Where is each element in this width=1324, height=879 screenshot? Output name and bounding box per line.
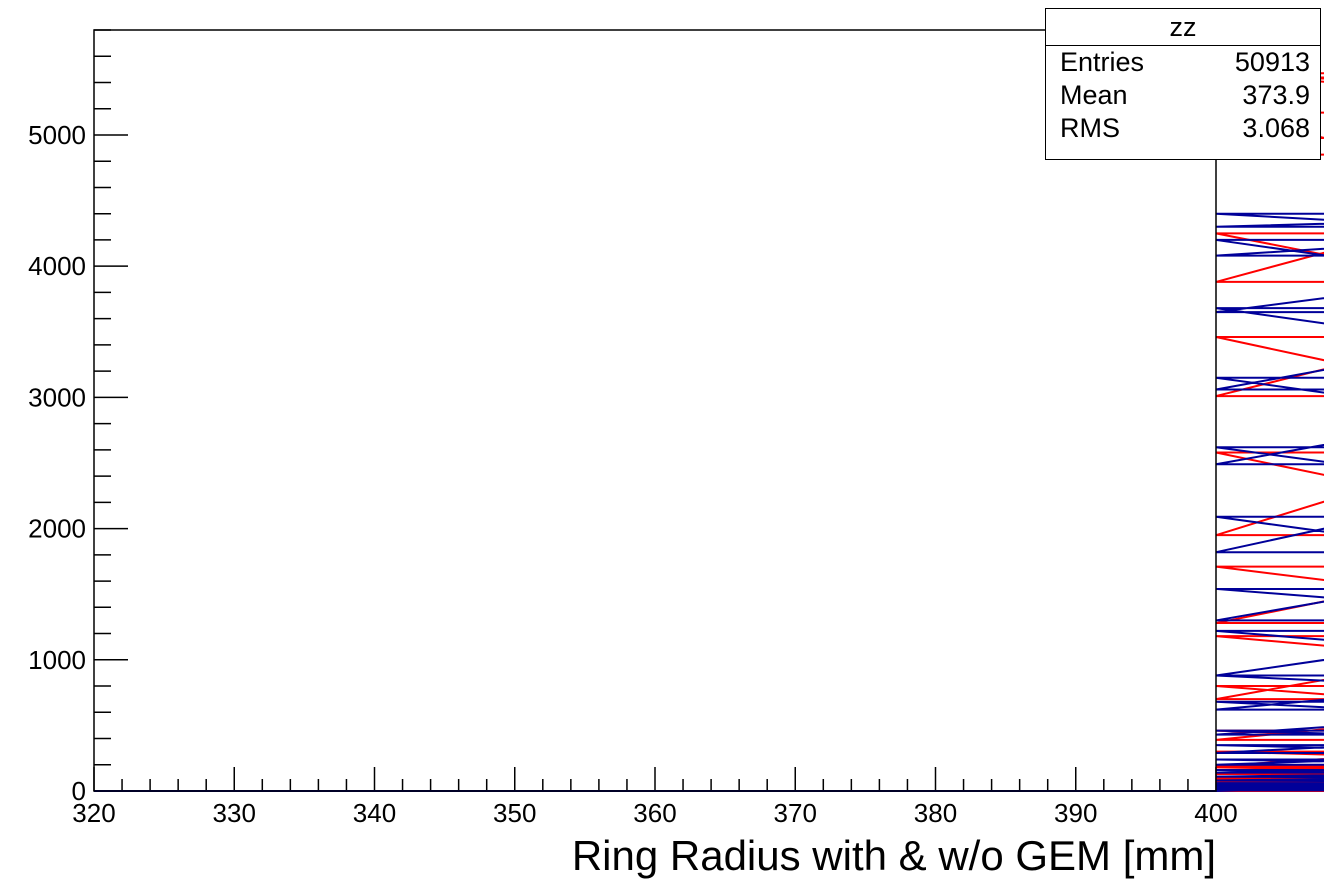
x-tick-label: 320 <box>72 798 115 828</box>
x-tick-label: 400 <box>1194 798 1237 828</box>
stats-value: 3.068 <box>1242 113 1310 143</box>
stats-row-entries: Entries 50913 <box>1046 46 1320 79</box>
stats-label: Mean <box>1060 80 1128 110</box>
y-tick-label: 5000 <box>28 120 86 150</box>
stats-label: Entries <box>1060 47 1145 77</box>
x-tick-label: 330 <box>213 798 256 828</box>
y-tick-label: 1000 <box>28 645 86 675</box>
stats-label: RMS <box>1060 113 1120 143</box>
stats-value: 50913 <box>1234 47 1310 77</box>
stats-box: zz Entries 50913 Mean 373.9 RMS 3.068 <box>1045 8 1321 160</box>
x-tick-label: 360 <box>633 798 676 828</box>
y-tick-label: 3000 <box>28 382 86 412</box>
x-tick-label: 390 <box>1054 798 1097 828</box>
x-axis-title: Ring Radius with & w/o GEM [mm] <box>572 832 1216 879</box>
stats-title: zz <box>1046 9 1320 46</box>
plot-frame <box>93 29 1217 792</box>
x-tick-label: 370 <box>774 798 817 828</box>
x-tick-label: 380 <box>914 798 957 828</box>
histogram-series <box>94 72 1324 792</box>
stats-row-mean: Mean 373.9 <box>1046 79 1320 112</box>
histogram-series-red <box>94 72 1324 792</box>
y-tick-label: 4000 <box>28 251 86 281</box>
y-tick-label: 2000 <box>28 514 86 544</box>
tick-labels: 320 330 340 350 360 370 380 390 4000100020003000… <box>28 120 1238 828</box>
histogram-series-blue <box>94 212 1324 792</box>
stats-row-rms: RMS 3.068 <box>1046 112 1320 145</box>
axis-ticks <box>93 29 1217 792</box>
y-tick-label: 0 <box>72 776 86 806</box>
stats-value: 373.9 <box>1242 80 1310 110</box>
x-tick-label: 340 <box>353 798 396 828</box>
x-tick-label: 350 <box>493 798 536 828</box>
